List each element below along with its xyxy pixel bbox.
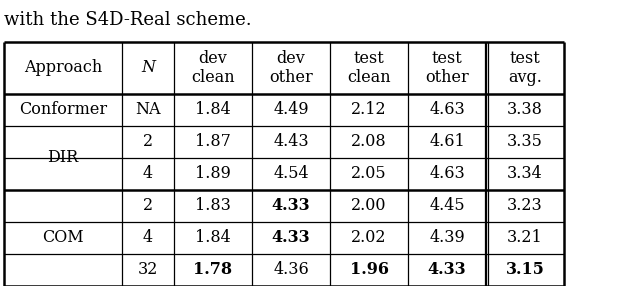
Text: 4.33: 4.33 — [272, 198, 310, 214]
Text: 4.33: 4.33 — [272, 229, 310, 247]
Text: 2.08: 2.08 — [351, 134, 387, 150]
Text: dev
clean: dev clean — [191, 50, 235, 86]
Text: 4: 4 — [143, 166, 153, 182]
Text: Approach: Approach — [24, 59, 102, 76]
Text: 3.38: 3.38 — [507, 102, 543, 118]
Text: 1.89: 1.89 — [195, 166, 231, 182]
Text: N: N — [141, 59, 155, 76]
Text: 2: 2 — [143, 134, 153, 150]
Text: 3.34: 3.34 — [507, 166, 543, 182]
Text: 4.45: 4.45 — [429, 198, 465, 214]
Text: NA: NA — [135, 102, 161, 118]
Text: 1.96: 1.96 — [349, 261, 388, 279]
Text: dev
other: dev other — [269, 50, 313, 86]
Text: 2: 2 — [143, 198, 153, 214]
Text: 4.63: 4.63 — [429, 166, 465, 182]
Text: test
avg.: test avg. — [508, 50, 542, 86]
Text: DIR: DIR — [47, 150, 79, 166]
Text: 4.61: 4.61 — [429, 134, 465, 150]
Text: 1.83: 1.83 — [195, 198, 231, 214]
Text: 4: 4 — [143, 229, 153, 247]
Text: COM: COM — [42, 229, 84, 247]
Text: 3.15: 3.15 — [506, 261, 545, 279]
Text: 4.63: 4.63 — [429, 102, 465, 118]
Text: test
other: test other — [425, 50, 469, 86]
Text: test
clean: test clean — [347, 50, 391, 86]
Text: 2.05: 2.05 — [351, 166, 387, 182]
Text: 4.49: 4.49 — [273, 102, 309, 118]
Text: 4.43: 4.43 — [273, 134, 309, 150]
Text: Conformer: Conformer — [19, 102, 107, 118]
Text: 3.23: 3.23 — [507, 198, 543, 214]
Text: 1.84: 1.84 — [195, 102, 231, 118]
Text: 32: 32 — [138, 261, 158, 279]
Text: 3.35: 3.35 — [507, 134, 543, 150]
Text: 1.84: 1.84 — [195, 229, 231, 247]
Text: 4.33: 4.33 — [428, 261, 467, 279]
Text: 3.21: 3.21 — [507, 229, 543, 247]
Text: with the S4D-Real scheme.: with the S4D-Real scheme. — [4, 11, 252, 29]
Text: 4.39: 4.39 — [429, 229, 465, 247]
Text: 2.12: 2.12 — [351, 102, 387, 118]
Text: 2.00: 2.00 — [351, 198, 387, 214]
Text: 4.36: 4.36 — [273, 261, 309, 279]
Text: 1.87: 1.87 — [195, 134, 231, 150]
Text: 1.78: 1.78 — [193, 261, 232, 279]
Text: 4.54: 4.54 — [273, 166, 309, 182]
Text: 2.02: 2.02 — [351, 229, 387, 247]
